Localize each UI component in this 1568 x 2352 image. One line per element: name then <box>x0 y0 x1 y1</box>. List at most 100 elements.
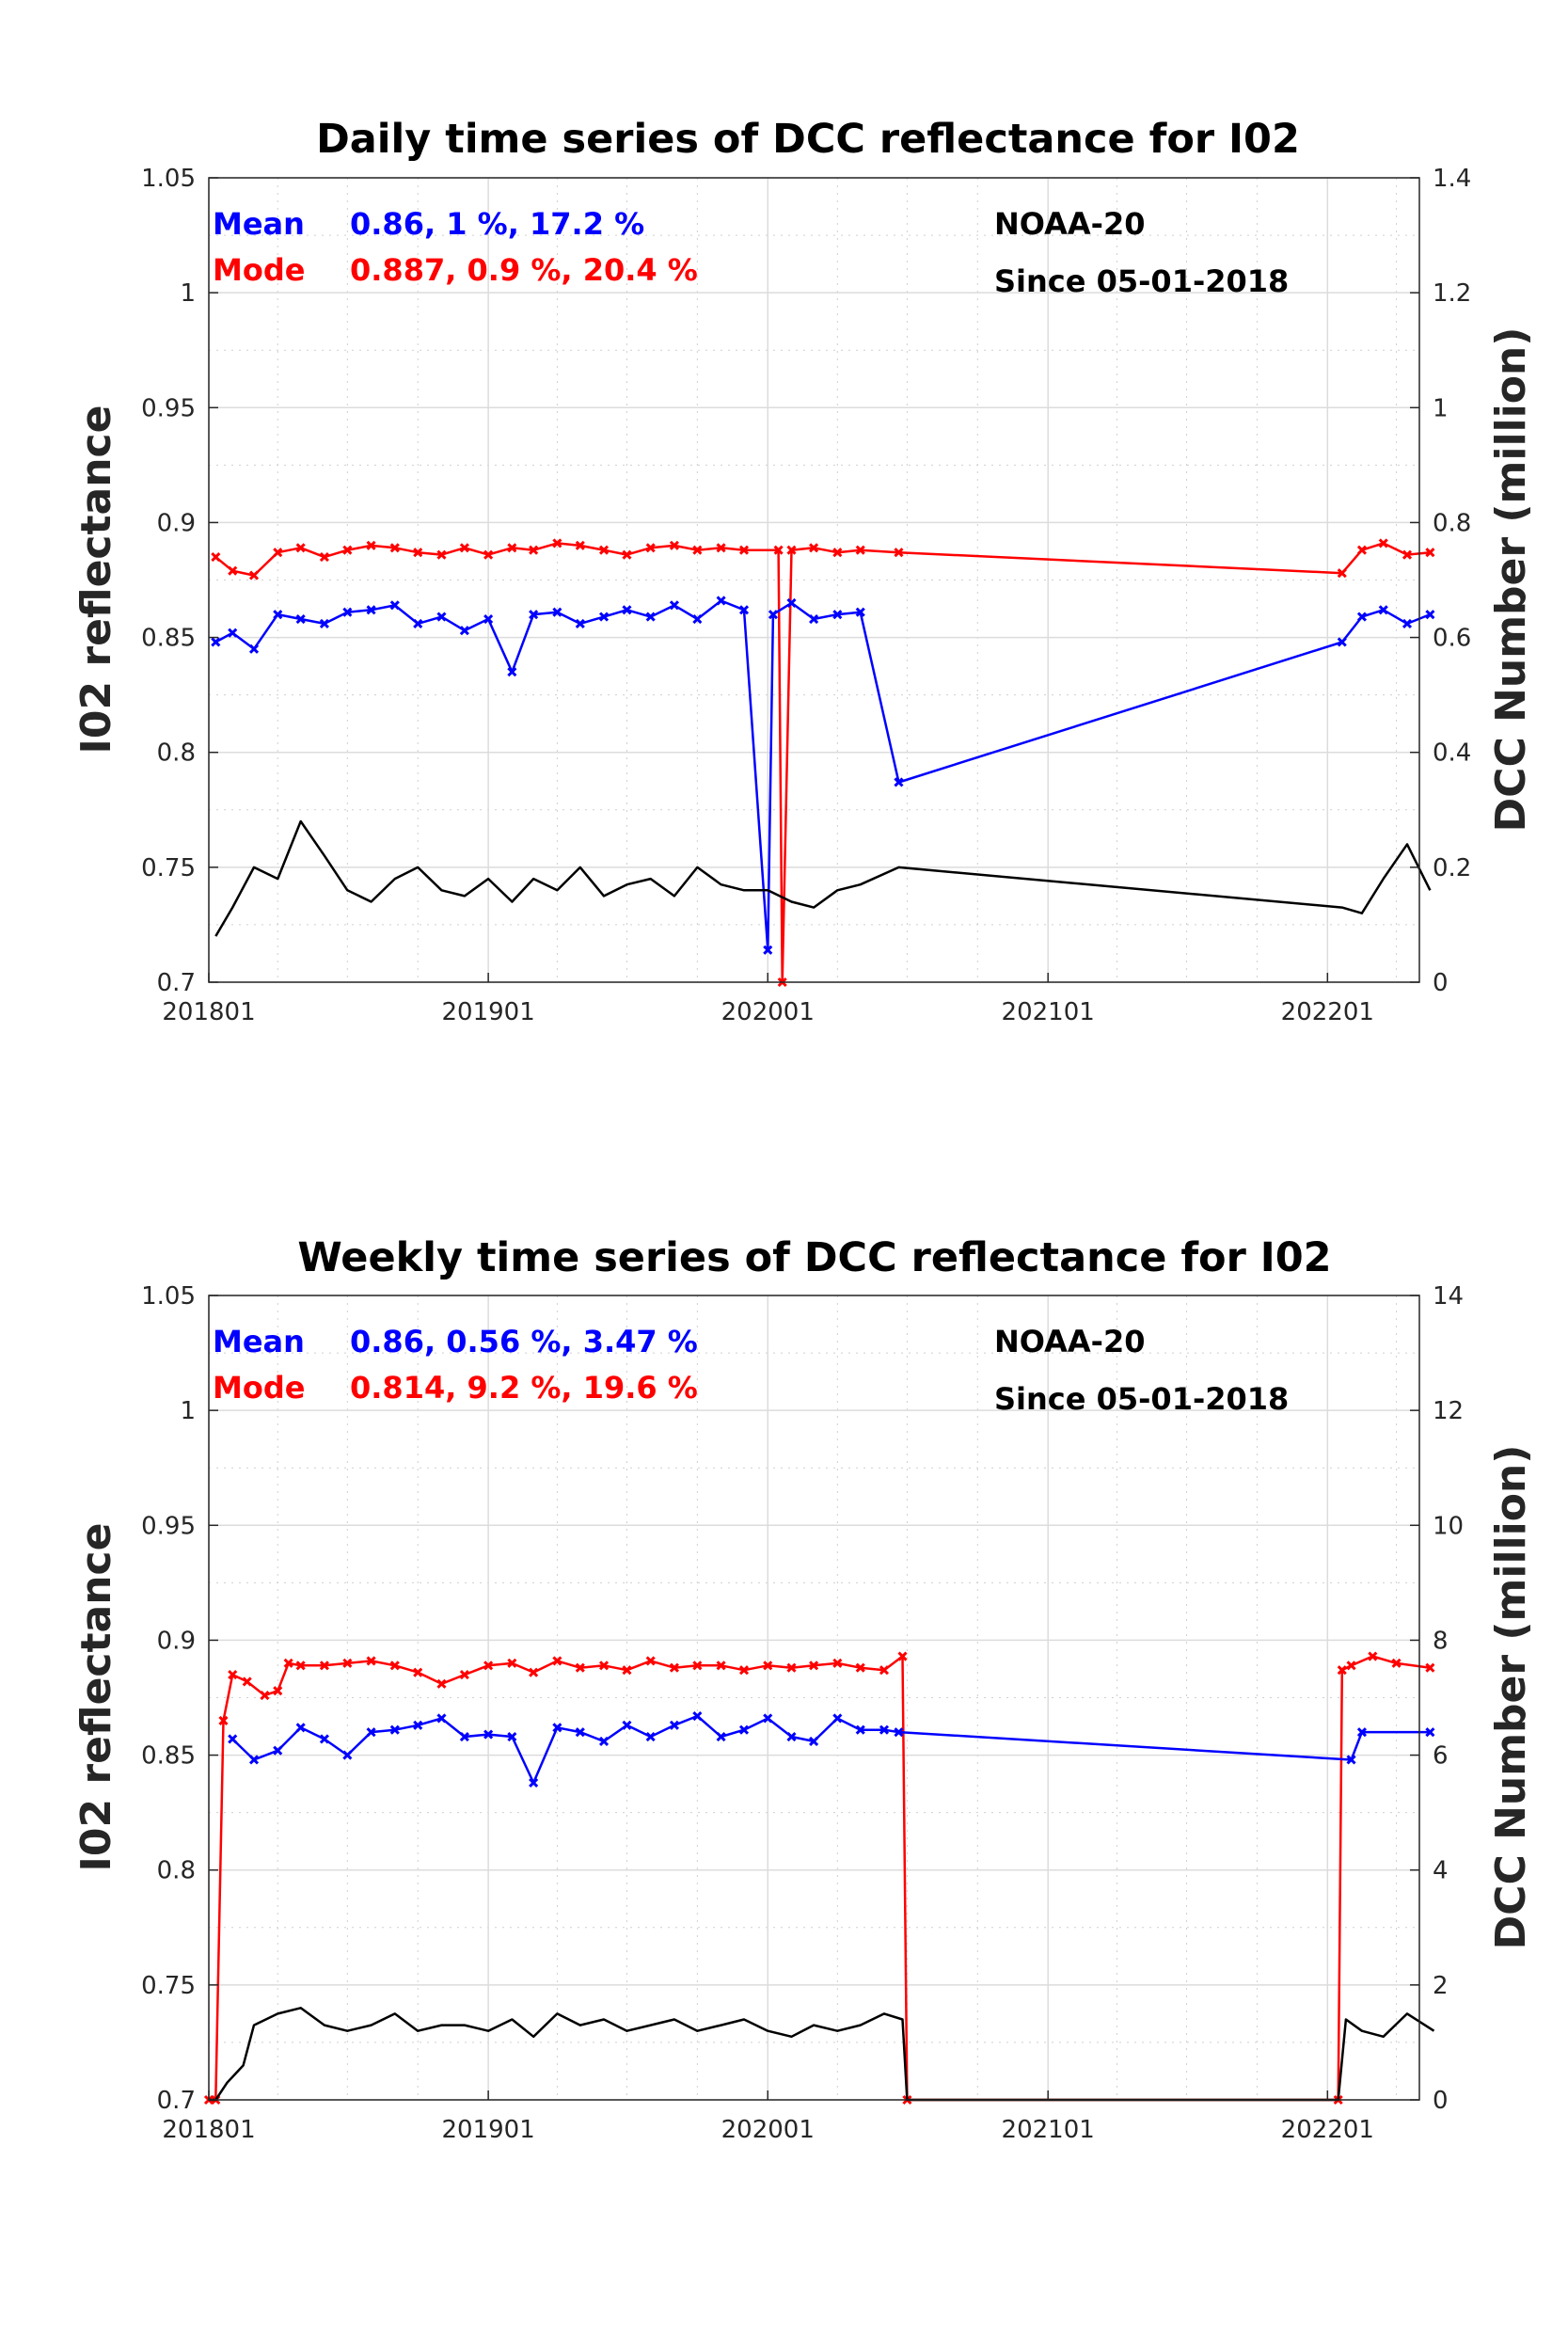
series-layer <box>211 538 1435 988</box>
data-point <box>773 545 784 555</box>
data-point <box>507 1658 517 1668</box>
mode-stats: 0.814, 9.2 %, 19.6 % <box>350 1370 698 1406</box>
x-tick-label: 202001 <box>721 998 815 1026</box>
y2-tick-label: 0.2 <box>1433 854 1471 882</box>
data-point <box>598 1736 610 1746</box>
data-point <box>552 1656 562 1666</box>
y2-tick-label: 0.6 <box>1433 625 1471 653</box>
data-point <box>1378 605 1388 615</box>
y-tick-label: 1 <box>180 279 196 308</box>
y2-tick-label: 12 <box>1433 1397 1464 1425</box>
data-point <box>1356 1727 1368 1738</box>
mean-stats: 0.86, 0.56 %, 3.47 % <box>350 1324 698 1359</box>
data-point <box>1346 1661 1356 1671</box>
y2-tick-label: 8 <box>1433 1627 1449 1655</box>
series-layer <box>203 1651 1435 2106</box>
data-point <box>366 1656 376 1666</box>
mean-label: Mean <box>213 1324 305 1359</box>
data-point <box>483 549 494 560</box>
data-point <box>809 613 819 625</box>
mean-label: Mean <box>213 206 305 242</box>
x-tick-label: 202101 <box>1002 998 1095 1026</box>
data-point <box>552 538 562 548</box>
data-point <box>855 607 865 617</box>
data-point <box>575 540 585 550</box>
y-tick-label: 0.7 <box>157 2087 196 2115</box>
data-point <box>273 610 283 620</box>
ticks: 201801 201901 202001 202101 202201 0.7 0.75 0.8… <box>141 1282 1464 2144</box>
data-point <box>716 596 726 606</box>
data-point <box>1425 1662 1435 1673</box>
data-point <box>1402 549 1413 560</box>
plot-frame <box>208 1295 1420 2101</box>
y2-tick-label: 14 <box>1433 1282 1464 1311</box>
y2-tick-label: 0.4 <box>1433 739 1471 768</box>
data-point <box>389 1661 400 1671</box>
data-point <box>342 1750 353 1760</box>
data-point <box>483 1661 494 1671</box>
data-point <box>786 1662 797 1673</box>
since-label: Since 05-01-2018 <box>994 263 1289 299</box>
data-point <box>436 612 447 622</box>
data-point <box>894 548 904 558</box>
data-point <box>273 548 283 558</box>
data-point <box>248 570 260 580</box>
data-point <box>342 545 353 555</box>
data-point <box>459 543 469 553</box>
data-point <box>319 552 329 563</box>
data-point <box>507 1731 517 1742</box>
data-point <box>295 1723 306 1733</box>
data-point <box>552 1723 562 1733</box>
data-point <box>413 548 423 558</box>
data-point <box>879 1724 890 1735</box>
y-tick-label: 0.8 <box>157 1857 196 1885</box>
data-point <box>669 600 679 611</box>
data-point <box>389 1724 400 1735</box>
data-point <box>622 1665 632 1676</box>
x-tick-label: 202001 <box>721 2116 815 2144</box>
data-point <box>342 1658 353 1668</box>
data-point <box>295 1661 306 1671</box>
data-point <box>669 1662 679 1673</box>
data-point <box>342 607 353 617</box>
data-point <box>832 610 843 620</box>
data-point <box>645 543 656 553</box>
data-point <box>809 1661 819 1671</box>
data-point <box>768 610 779 620</box>
data-point <box>738 545 750 555</box>
ticks: 201801 201901 202001 202101 202201 0.7 0.75 0.8… <box>141 165 1471 1026</box>
series-line <box>214 542 1431 984</box>
data-point <box>1356 612 1368 622</box>
data-point <box>413 1720 423 1730</box>
y-tick-label: 0.7 <box>157 969 196 997</box>
daily-chart: Daily time series of DCC reflectance for… <box>72 116 1535 1026</box>
series-line <box>231 1714 1431 1785</box>
data-point <box>763 945 773 955</box>
data-point <box>692 613 703 625</box>
y-axis-label: I02 reflectance <box>72 1523 120 1872</box>
data-point <box>622 605 632 615</box>
data-point <box>1368 1651 1378 1661</box>
x-tick-label: 201901 <box>441 998 534 1026</box>
data-point <box>809 543 819 553</box>
x-tick-label: 201901 <box>441 2116 534 2144</box>
data-point <box>218 1715 229 1725</box>
data-point <box>645 1731 656 1742</box>
y2-tick-label: 1 <box>1433 394 1449 422</box>
data-point <box>738 605 750 615</box>
data-point <box>366 540 376 550</box>
data-point <box>389 543 400 553</box>
data-point <box>483 613 494 625</box>
y2-tick-label: 2 <box>1433 1972 1449 2000</box>
y-tick-label: 0.95 <box>141 1512 196 1540</box>
data-point <box>855 1724 865 1735</box>
y2-axis-label: DCC Number (million) <box>1487 327 1535 833</box>
data-point <box>507 543 517 553</box>
data-point <box>575 618 585 628</box>
chart-title: Weekly time series of DCC reflectance fo… <box>297 1234 1331 1281</box>
data-point <box>459 1731 469 1742</box>
data-point <box>809 1736 819 1746</box>
y-tick-label: 0.75 <box>141 854 196 882</box>
data-point <box>1425 1727 1435 1738</box>
data-point <box>1356 545 1368 555</box>
